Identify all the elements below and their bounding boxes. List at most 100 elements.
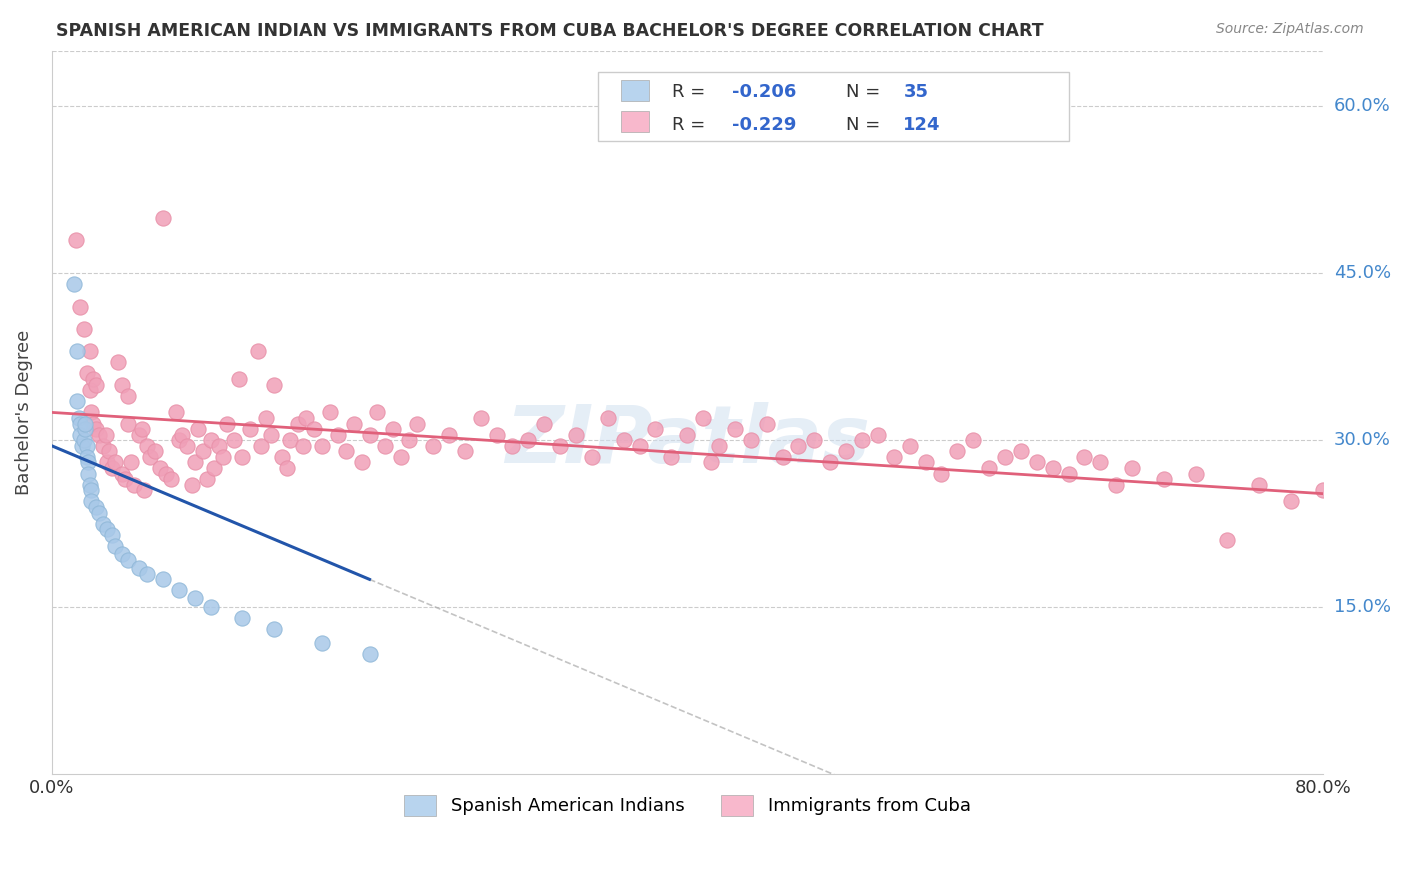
Point xyxy=(1105,477,1128,491)
Point xyxy=(755,417,778,431)
Point xyxy=(772,450,794,464)
Point xyxy=(124,477,146,491)
FancyBboxPatch shape xyxy=(599,72,1069,141)
Point xyxy=(176,439,198,453)
Point xyxy=(104,455,127,469)
Point xyxy=(278,434,301,448)
Point xyxy=(79,383,101,397)
Point xyxy=(136,566,159,581)
Point xyxy=(260,427,283,442)
Point xyxy=(132,483,155,498)
Point xyxy=(1025,455,1047,469)
Point xyxy=(962,434,984,448)
Point xyxy=(931,467,953,481)
Point xyxy=(692,411,714,425)
Point xyxy=(1153,472,1175,486)
Text: SPANISH AMERICAN INDIAN VS IMMIGRANTS FROM CUBA BACHELOR'S DEGREE CORRELATION CH: SPANISH AMERICAN INDIAN VS IMMIGRANTS FR… xyxy=(56,22,1043,40)
Point xyxy=(96,455,118,469)
Bar xyxy=(621,111,650,132)
Point xyxy=(167,434,190,448)
Point xyxy=(898,439,921,453)
Point xyxy=(311,636,333,650)
Text: N =: N = xyxy=(846,116,886,134)
Point xyxy=(302,422,325,436)
Point xyxy=(184,591,207,606)
Point xyxy=(97,444,120,458)
Text: 60.0%: 60.0% xyxy=(1334,97,1391,115)
Point xyxy=(1073,450,1095,464)
Point xyxy=(250,439,273,453)
Point xyxy=(128,427,150,442)
Point xyxy=(69,300,91,314)
Point xyxy=(335,444,357,458)
Point xyxy=(111,377,134,392)
Point xyxy=(1184,467,1206,481)
Point xyxy=(398,434,420,448)
Point xyxy=(84,377,107,392)
Point xyxy=(165,405,187,419)
Point xyxy=(1090,455,1112,469)
Point xyxy=(167,583,190,598)
Point xyxy=(628,439,651,453)
Point xyxy=(107,355,129,369)
Point xyxy=(91,516,114,531)
Point xyxy=(66,344,89,359)
Point xyxy=(707,439,730,453)
Point xyxy=(120,455,142,469)
Point xyxy=(979,461,1001,475)
Point xyxy=(231,611,253,625)
Point xyxy=(366,405,388,419)
Point xyxy=(104,539,127,553)
Point xyxy=(84,422,107,436)
Point xyxy=(565,427,588,442)
Point xyxy=(946,444,969,458)
Point xyxy=(197,472,219,486)
Point xyxy=(72,322,94,336)
Point xyxy=(224,434,246,448)
Point xyxy=(263,623,285,637)
Point xyxy=(276,461,298,475)
Point xyxy=(311,439,333,453)
Point xyxy=(263,377,285,392)
Point xyxy=(170,427,193,442)
Point xyxy=(613,434,636,448)
Point xyxy=(152,211,174,225)
Point xyxy=(65,233,87,247)
Point xyxy=(117,417,139,431)
Point xyxy=(661,450,683,464)
Point xyxy=(454,444,477,458)
Text: 35: 35 xyxy=(903,83,928,101)
Point xyxy=(184,455,207,469)
Text: R =: R = xyxy=(672,116,711,134)
Point xyxy=(295,411,318,425)
Point xyxy=(319,405,342,419)
Point xyxy=(254,411,277,425)
Point xyxy=(382,422,405,436)
Point xyxy=(101,461,124,475)
Point xyxy=(101,528,124,542)
Point xyxy=(152,572,174,586)
Point xyxy=(80,405,103,419)
Point xyxy=(1249,477,1271,491)
Point xyxy=(180,477,202,491)
Point xyxy=(644,422,666,436)
Point xyxy=(1279,494,1302,508)
Point xyxy=(1010,444,1032,458)
Point xyxy=(437,427,460,442)
Point xyxy=(160,472,183,486)
Point xyxy=(89,506,111,520)
Text: 124: 124 xyxy=(903,116,941,134)
Point xyxy=(548,439,571,453)
Point xyxy=(191,444,214,458)
Point xyxy=(291,439,314,453)
Point xyxy=(67,411,90,425)
Point xyxy=(343,417,366,431)
Point xyxy=(66,394,89,409)
Point xyxy=(215,417,238,431)
Point xyxy=(117,553,139,567)
Point xyxy=(200,600,222,615)
Point xyxy=(114,472,136,486)
Point xyxy=(117,389,139,403)
Point xyxy=(1121,461,1143,475)
Point xyxy=(82,372,104,386)
